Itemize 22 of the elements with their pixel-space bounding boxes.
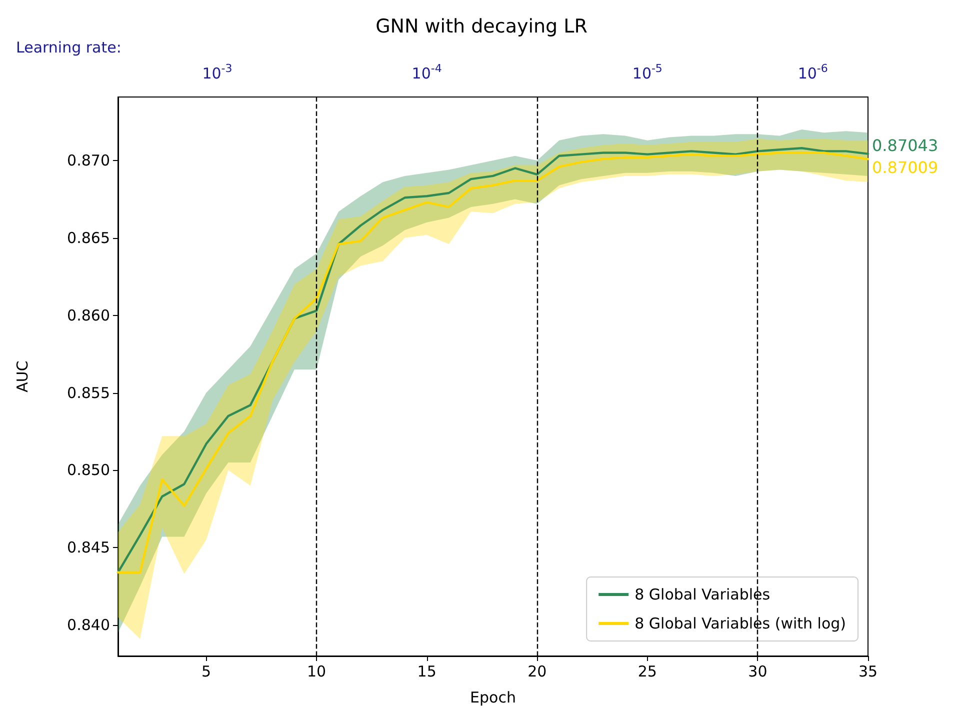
x-axis-title: Epoch [470,688,516,706]
y-tick-label: 0.840 [67,616,110,634]
data-label: 0.87043 [872,136,938,155]
x-tick-label: 15 [417,662,436,680]
chart-title: GNN with decaying LR [376,16,588,38]
x-tick-label: 35 [858,662,878,680]
y-tick-label: 0.850 [67,461,110,480]
data-label: 0.87009 [872,158,938,178]
x-tick-label: 5 [201,662,212,680]
y-tick-label: 0.870 [67,151,110,170]
x-tick-label: 30 [748,662,768,680]
y-tick-label: 0.865 [67,228,110,247]
legend-label: 8 Global Variables (with log) [634,614,846,632]
y-tick-label: 0.860 [67,306,110,324]
legend-label: 8 Global Variables [634,586,770,604]
y-tick-label: 0.855 [67,384,110,402]
x-tick-label: 25 [638,662,657,680]
text: Learning rate: [16,38,122,56]
y-tick-label: 0.845 [67,538,110,557]
y-axis-title: AUC [14,360,32,392]
x-tick-label: 20 [528,662,547,680]
x-tick-label: 10 [306,662,326,680]
